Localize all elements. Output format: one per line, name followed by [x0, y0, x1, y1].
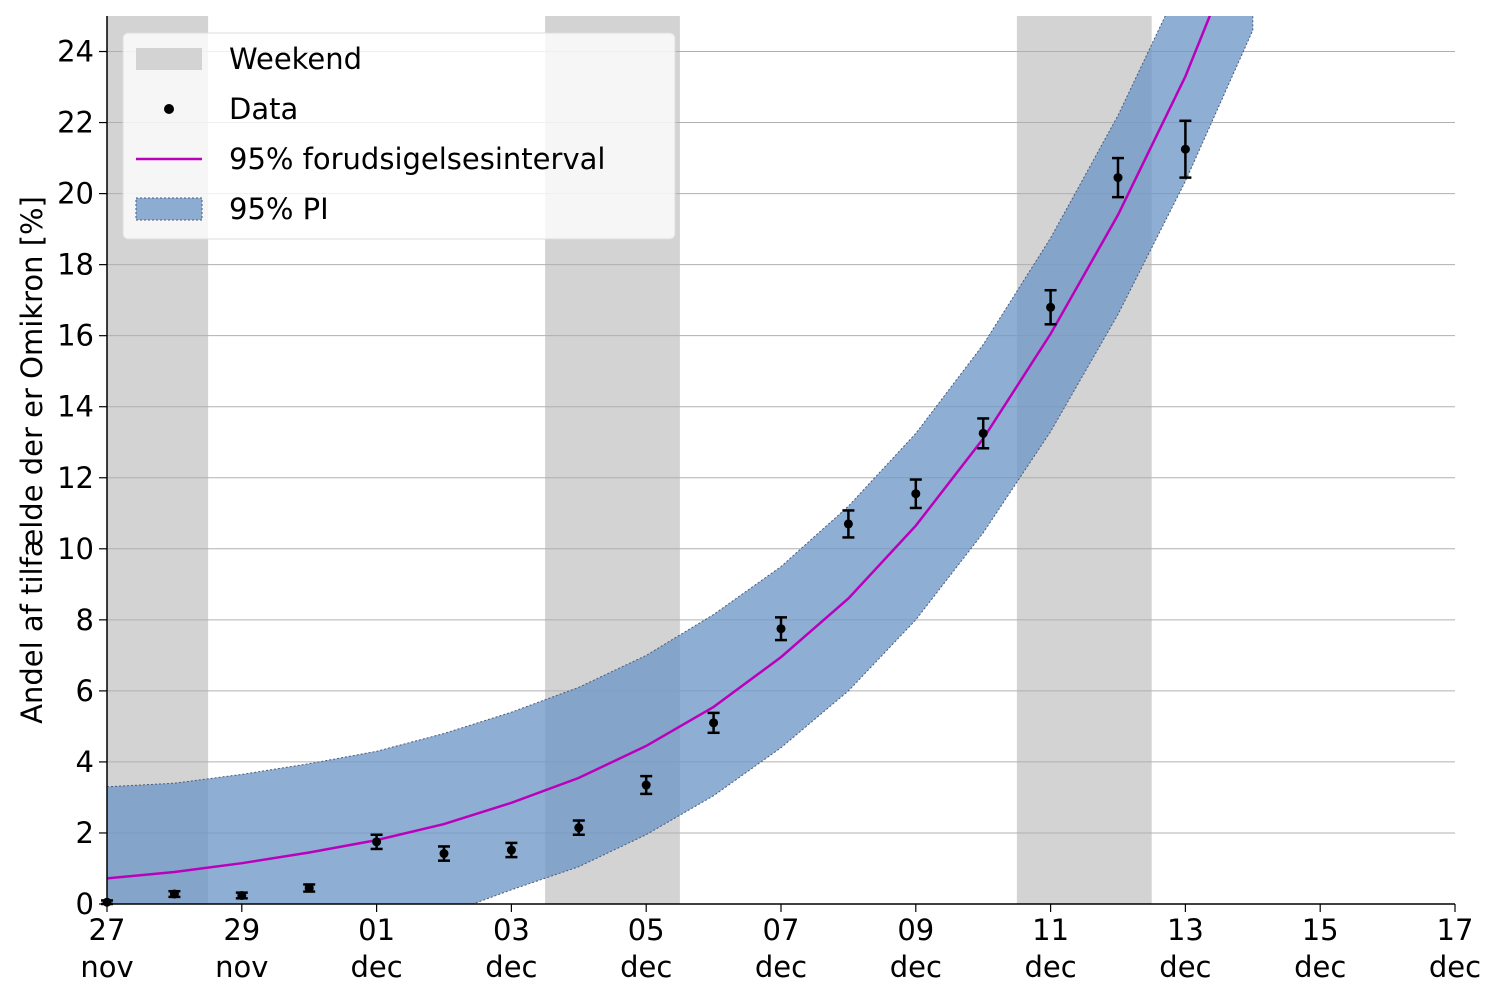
data-marker	[843, 519, 853, 529]
legend-box	[122, 32, 676, 240]
y-tick-label: 16	[57, 319, 94, 353]
x-tick-day: 05	[628, 913, 665, 947]
data-point	[909, 478, 922, 510]
legend-swatch-data	[164, 104, 174, 114]
y-tick-label: 10	[57, 532, 94, 566]
data-point	[168, 889, 181, 899]
y-tick-label: 18	[57, 248, 94, 282]
y-tick-label: 8	[76, 603, 94, 637]
legend-label: 95% PI	[229, 192, 329, 226]
prediction-line-path	[107, 16, 1212, 880]
data-point	[1044, 288, 1057, 326]
legend-label: Data	[229, 92, 298, 126]
data-marker	[1113, 173, 1123, 183]
data-marker	[978, 428, 988, 438]
data-point	[370, 833, 383, 851]
data-marker	[439, 849, 449, 859]
data-marker	[1046, 302, 1056, 312]
y-axis-title: Andel af tilfælde der er Omikron [%]	[15, 196, 49, 724]
data-marker	[506, 845, 516, 855]
legend-label: 95% forudsigelsesinterval	[229, 142, 605, 176]
x-tick-month: dec	[1429, 950, 1481, 984]
x-tick-month: nov	[215, 950, 268, 984]
legend-item-band: 95% PI	[135, 192, 329, 226]
data-point	[640, 774, 653, 796]
legend-swatch-weekend	[136, 48, 202, 70]
data-point	[842, 509, 855, 539]
data-marker	[776, 624, 786, 634]
data-point	[572, 819, 585, 836]
legend-swatch-band	[135, 197, 203, 221]
y-tick-label: 22	[57, 106, 94, 140]
data-point	[1179, 119, 1192, 179]
data-marker	[372, 837, 382, 847]
data-marker	[304, 883, 314, 893]
y-tick-label: 20	[57, 177, 94, 211]
y-tick-label: 6	[76, 674, 94, 708]
x-tick-day: 11	[1032, 913, 1069, 947]
prediction-line	[107, 16, 1212, 880]
data-marker	[574, 823, 584, 833]
x-tick-month: dec	[350, 950, 402, 984]
legend-label: Weekend	[229, 42, 362, 76]
legend-item-line: 95% forudsigelsesinterval	[136, 142, 605, 176]
data-point	[303, 883, 316, 893]
x-tick-month: dec	[485, 950, 537, 984]
data-marker	[911, 489, 921, 499]
x-tick-month: dec	[890, 950, 942, 984]
data-marker	[709, 718, 719, 728]
y-tick-label: 2	[76, 816, 94, 850]
x-tick-day: 07	[763, 913, 800, 947]
x-tick-day: 09	[897, 913, 934, 947]
x-tick-month: dec	[755, 950, 807, 984]
data-marker	[641, 780, 651, 790]
y-tick-label: 14	[57, 390, 94, 424]
x-tick-month: dec	[620, 950, 672, 984]
x-tick-day: 15	[1302, 913, 1339, 947]
x-tick-day: 17	[1437, 913, 1474, 947]
data-marker	[237, 890, 247, 900]
data-point	[775, 616, 787, 642]
y-tick-label: 4	[76, 745, 94, 779]
x-tick-day: 01	[358, 913, 395, 947]
data-marker	[1180, 144, 1190, 154]
x-tick-month: dec	[1159, 950, 1211, 984]
data-point	[977, 417, 990, 450]
x-tick-day: 03	[493, 913, 530, 947]
y-tick-label: 24	[57, 35, 94, 69]
x-tick-day: 27	[89, 913, 126, 947]
x-tick-day: 13	[1167, 913, 1204, 947]
legend-item-weekend: Weekend	[136, 42, 362, 76]
legend: Weekend Data 95% forudsigelsesinterval 95% …	[122, 32, 676, 240]
data-marker	[169, 889, 179, 899]
data-point	[707, 711, 720, 735]
y-tick-label: 12	[57, 461, 94, 495]
data-point	[505, 841, 518, 859]
x-tick-month: dec	[1024, 950, 1076, 984]
data-point	[438, 845, 450, 862]
data-points	[101, 119, 1192, 907]
data-point	[1112, 156, 1124, 199]
x-tick-month: nov	[80, 950, 133, 984]
legend-item-data: Data	[164, 92, 298, 126]
x-axis-ticks: 27nov29nov01dec03dec05dec07dec09dec11dec…	[80, 904, 1481, 984]
y-tick-label: 0	[76, 887, 94, 921]
x-tick-month: dec	[1294, 950, 1346, 984]
data-point	[235, 890, 248, 900]
x-tick-day: 29	[223, 913, 260, 947]
